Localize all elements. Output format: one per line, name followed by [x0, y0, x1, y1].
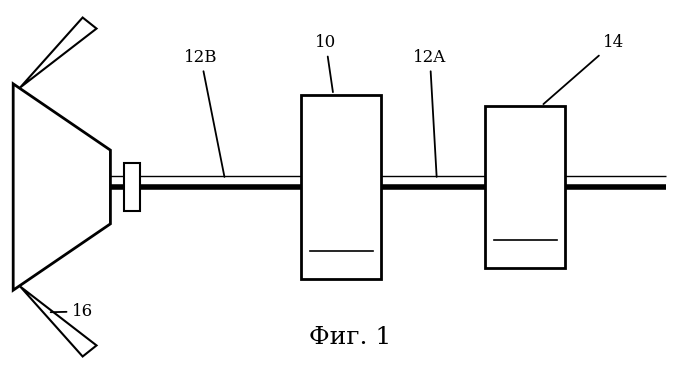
- Polygon shape: [20, 18, 97, 88]
- Polygon shape: [13, 84, 111, 290]
- Text: 12A: 12A: [413, 49, 447, 177]
- Text: 12B: 12B: [184, 49, 225, 177]
- Text: 14: 14: [543, 34, 624, 104]
- Bar: [485, 106, 566, 268]
- Bar: [302, 95, 382, 279]
- Text: Фиг. 1: Фиг. 1: [309, 326, 391, 349]
- Text: 10: 10: [315, 34, 336, 92]
- Text: 16: 16: [50, 303, 93, 320]
- Polygon shape: [20, 286, 97, 356]
- Bar: [125, 163, 139, 211]
